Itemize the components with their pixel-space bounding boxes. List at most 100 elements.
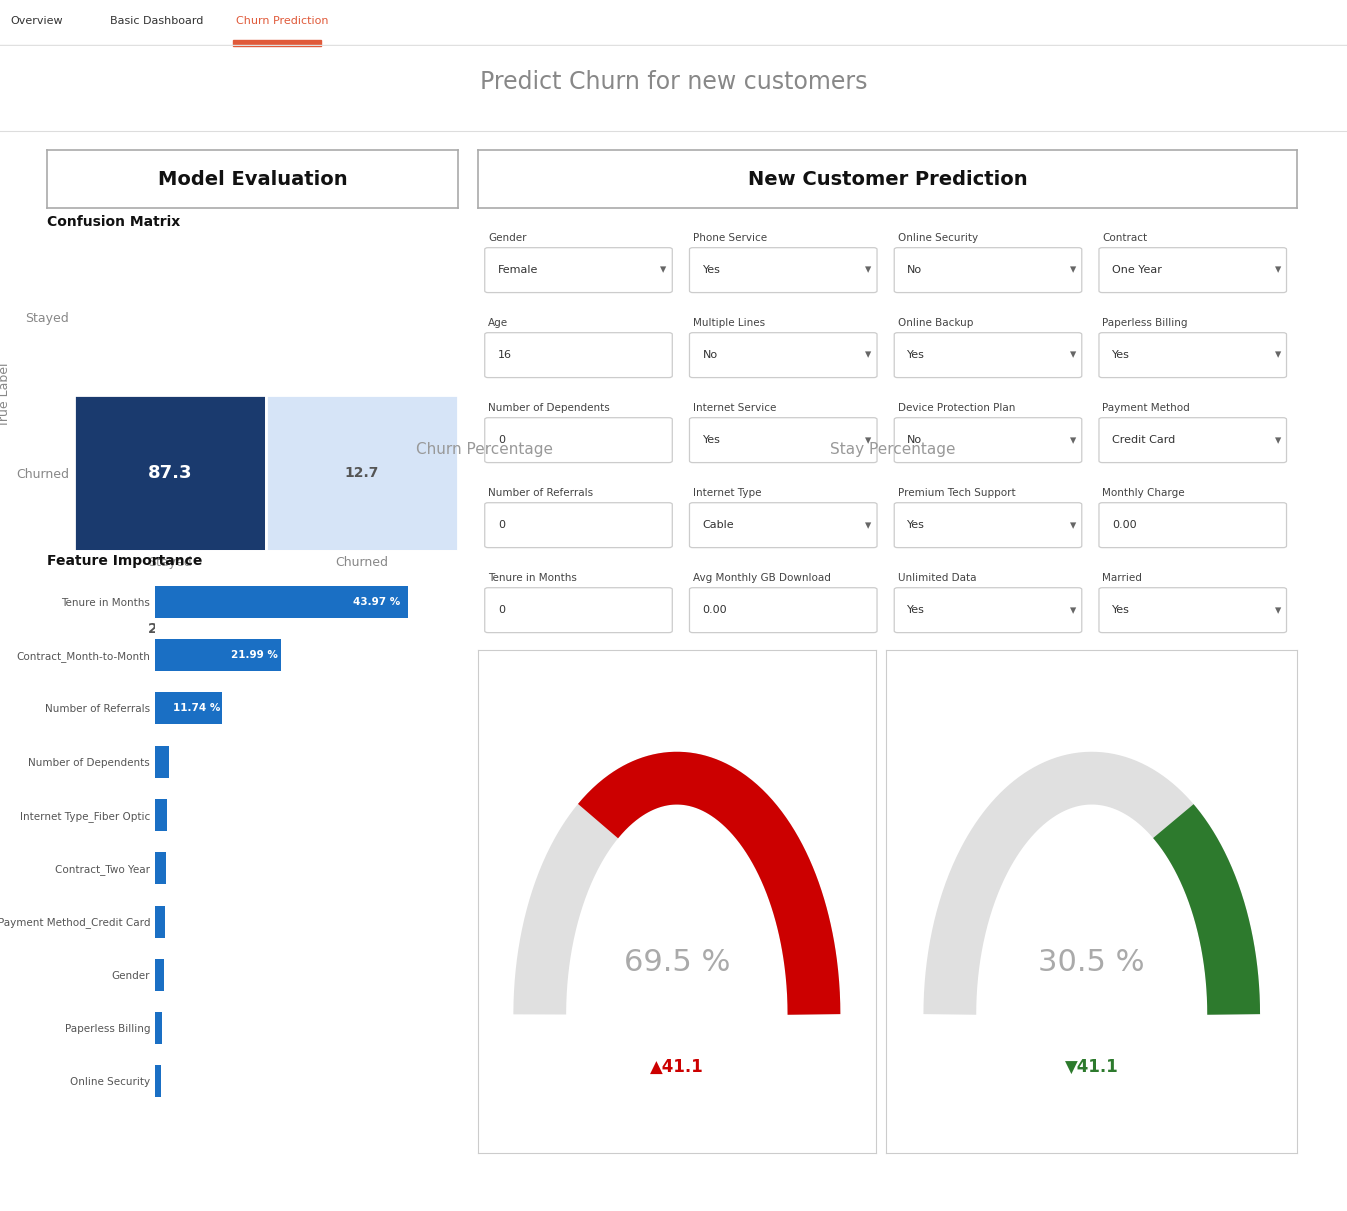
Bar [265,551,458,707]
FancyBboxPatch shape [1099,587,1286,632]
Y-axis label: True Label: True Label [0,362,11,427]
Text: ▾: ▾ [1070,434,1076,447]
FancyBboxPatch shape [485,333,672,378]
Text: Yes: Yes [703,435,721,446]
FancyBboxPatch shape [485,503,672,547]
Text: Overview: Overview [11,16,63,25]
Text: ▾: ▾ [1274,603,1281,616]
Bar [155,959,163,991]
Text: ▾: ▾ [1070,603,1076,616]
Text: 43.97 %: 43.97 % [353,597,400,607]
Text: 79.23: 79.23 [334,620,391,638]
Text: Basic Dashboard: Basic Dashboard [110,16,203,25]
Text: Yes: Yes [1113,606,1130,615]
Text: Multiple Lines: Multiple Lines [692,318,765,328]
Text: 0: 0 [498,435,505,446]
Text: Stay Percentage: Stay Percentage [830,442,956,457]
FancyBboxPatch shape [690,587,877,632]
FancyBboxPatch shape [894,587,1082,632]
Text: Payment Method: Payment Method [1102,403,1189,413]
FancyBboxPatch shape [1099,333,1286,378]
Bar [155,1012,163,1044]
Text: Age: Age [488,318,508,328]
FancyBboxPatch shape [690,248,877,293]
Text: 30.5 %: 30.5 % [1039,948,1145,977]
Bar [155,586,408,618]
Text: No: No [908,265,923,275]
Text: ▾: ▾ [1274,434,1281,447]
Text: One Year: One Year [1113,265,1162,275]
Text: ▾: ▾ [1070,518,1076,532]
Bar [233,40,321,46]
Bar [155,693,222,724]
Text: Premium Tech Support: Premium Tech Support [897,488,1016,499]
Text: ▾: ▾ [865,434,872,447]
Text: Yes: Yes [703,265,721,275]
Text: Cable: Cable [703,521,734,530]
FancyBboxPatch shape [1099,248,1286,293]
Text: ▾: ▾ [1070,349,1076,362]
Text: Female: Female [498,265,539,275]
Text: 0: 0 [498,606,505,615]
Text: Churn Percentage: Churn Percentage [416,442,554,457]
FancyBboxPatch shape [894,248,1082,293]
Text: ▾: ▾ [1274,264,1281,276]
Text: No: No [703,350,718,360]
Text: Feature Importance: Feature Importance [47,553,202,568]
Text: Device Protection Plan: Device Protection Plan [897,403,1014,413]
Bar [155,746,170,777]
Text: 20.77: 20.77 [148,622,193,636]
Bar [155,906,164,937]
Text: ▲41.1: ▲41.1 [651,1057,703,1075]
Text: ▾: ▾ [865,518,872,532]
Text: Predict Churn for new customers: Predict Churn for new customers [480,69,867,93]
Text: ▾: ▾ [865,349,872,362]
Text: 69.5 %: 69.5 % [624,948,730,977]
Bar [155,853,166,884]
Text: New Customer Prediction: New Customer Prediction [748,170,1028,189]
Text: Married: Married [1102,573,1142,584]
Text: ▾: ▾ [1274,349,1281,362]
Text: ▾: ▾ [660,264,667,276]
FancyBboxPatch shape [894,418,1082,463]
Text: 0.00: 0.00 [1113,521,1137,530]
Text: Unlimited Data: Unlimited Data [897,573,977,584]
Text: 11.74 %: 11.74 % [172,704,221,713]
Text: ▾: ▾ [1070,264,1076,276]
Circle shape [981,830,1203,1199]
Text: Yes: Yes [908,521,925,530]
Text: ▾: ▾ [865,264,872,276]
FancyBboxPatch shape [894,333,1082,378]
Text: Number of Dependents: Number of Dependents [488,403,610,413]
Text: Online Backup: Online Backup [897,318,973,328]
Text: Paperless Billing: Paperless Billing [1102,318,1188,328]
Text: Contract: Contract [1102,234,1148,243]
Circle shape [570,830,784,1199]
Text: 16: 16 [498,350,512,360]
FancyBboxPatch shape [690,418,877,463]
X-axis label: Predicted Label: Predicted Label [218,578,314,590]
Text: Number of Referrals: Number of Referrals [488,488,593,499]
Text: Monthly Charge: Monthly Charge [1102,488,1185,499]
Text: Model Evaluation: Model Evaluation [158,170,348,189]
Text: 12.7: 12.7 [345,466,380,480]
Text: No: No [908,435,923,446]
Bar [265,395,458,551]
Bar [74,395,265,551]
FancyBboxPatch shape [894,503,1082,547]
FancyBboxPatch shape [485,587,672,632]
Text: Yes: Yes [908,606,925,615]
Text: 0.00: 0.00 [703,606,727,615]
FancyBboxPatch shape [1099,503,1286,547]
Text: 87.3: 87.3 [148,464,193,482]
FancyBboxPatch shape [690,333,877,378]
Text: Internet Service: Internet Service [692,403,776,413]
Text: Churn Prediction: Churn Prediction [236,16,329,25]
Bar [155,639,282,671]
Text: Phone Service: Phone Service [692,234,766,243]
Text: Confusion Matrix: Confusion Matrix [47,214,180,229]
Text: Internet Type: Internet Type [692,488,761,499]
FancyBboxPatch shape [485,248,672,293]
Text: Gender: Gender [488,234,527,243]
Text: Avg Monthly GB Download: Avg Monthly GB Download [692,573,831,584]
